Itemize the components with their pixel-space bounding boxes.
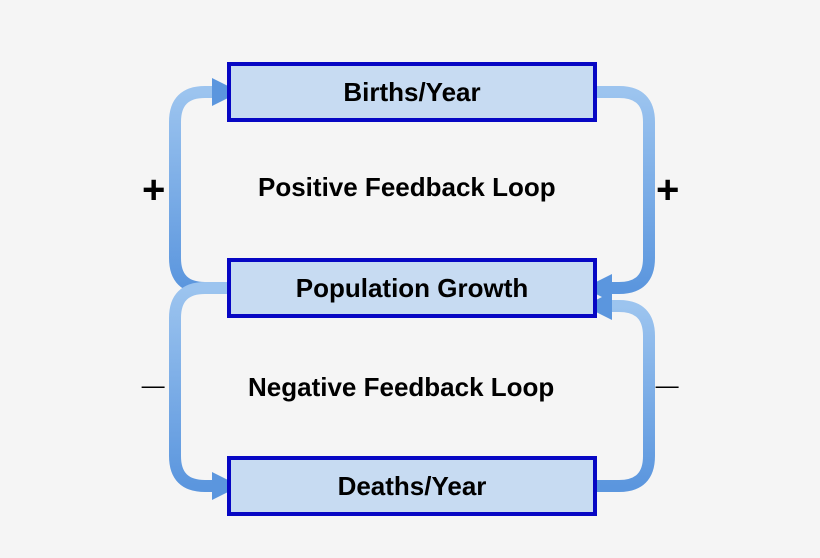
negative-sign-right: _ [656,348,678,393]
node-population: Population Growth [227,258,597,318]
node-deaths-label: Deaths/Year [338,471,487,502]
negative-sign-left: _ [142,348,164,393]
node-population-label: Population Growth [296,273,529,304]
negative-loop-label: Negative Feedback Loop [248,372,554,403]
positive-sign-right: + [656,168,679,213]
positive-sign-left: + [142,168,165,213]
node-births-label: Births/Year [343,77,480,108]
feedback-loop-diagram: Births/Year Population Growth Deaths/Yea… [0,0,820,558]
positive-loop-label: Positive Feedback Loop [258,172,556,203]
node-deaths: Deaths/Year [227,456,597,516]
node-births: Births/Year [227,62,597,122]
